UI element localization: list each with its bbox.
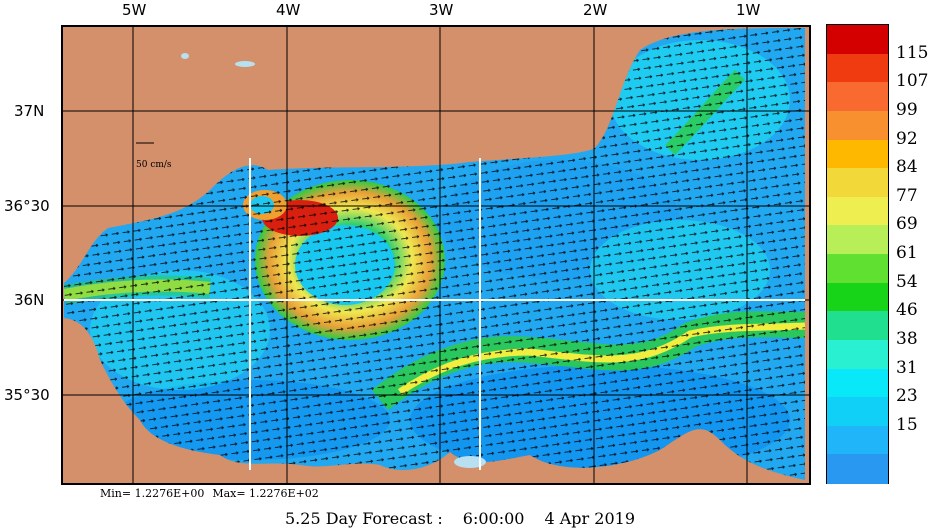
lon-label: 4W [276, 1, 301, 19]
legend-swatch [827, 196, 888, 226]
max-value: Max= 1.2276E+02 [212, 487, 319, 500]
lat-label: 35°30 [4, 386, 50, 404]
legend-swatch [827, 25, 888, 55]
legend-label: 92 [896, 128, 918, 149]
lon-label: 5W [122, 1, 147, 19]
legend-swatch [827, 168, 888, 198]
legend-label: 115 [896, 42, 929, 63]
legend-label: 61 [896, 243, 918, 263]
legend-swatch [827, 311, 888, 341]
legend-swatch [827, 339, 888, 369]
legend-label: 69 [896, 214, 918, 235]
legend-label: 31 [896, 357, 918, 378]
lat-label: 37N [14, 102, 45, 120]
min-value: Min= 1.2276E+00 [100, 487, 205, 500]
reference-vector-label: 50 cm/s [136, 160, 172, 170]
legend-label: 46 [896, 300, 918, 321]
legend-swatch [827, 425, 888, 455]
forecast-caption: 5.25 Day Forecast : 6:00:00 4 Apr 2019 [0, 509, 920, 528]
legend-swatch [827, 225, 888, 255]
legend-swatch [827, 397, 888, 427]
legend-swatch [827, 368, 888, 398]
lake [235, 61, 255, 67]
color-legend [826, 24, 889, 484]
legend-label: 54 [896, 271, 918, 292]
legend-label: 99 [896, 99, 918, 120]
legend-swatch [827, 82, 888, 112]
section-lines [64, 158, 805, 470]
lon-label: 2W [583, 1, 608, 19]
legend-swatch [827, 139, 888, 169]
forecast-time: 6:00:00 [462, 509, 525, 528]
legend-swatch [827, 110, 888, 140]
forecast-date: 4 Apr 2019 [544, 509, 635, 528]
legend-swatch [827, 254, 888, 284]
legend-label: 77 [896, 185, 918, 206]
stats-line: Min= 1.2276E+00 Max= 1.2276E+02 [100, 487, 327, 500]
legend-label: 84 [896, 157, 918, 178]
lat-label: 36°30 [4, 197, 50, 215]
legend-swatch [827, 282, 888, 312]
legend-label: 107 [896, 71, 929, 92]
lake [454, 456, 486, 468]
legend-label: 15 [896, 414, 918, 435]
forecast-label: 5.25 Day Forecast : [285, 509, 443, 528]
legend-label: 23 [896, 386, 918, 407]
lon-label: 1W [736, 1, 761, 19]
legend-label: 38 [896, 328, 918, 349]
legend-swatch [827, 454, 888, 484]
lat-label: 36N [14, 291, 45, 309]
lon-label: 3W [429, 1, 454, 19]
legend-swatch [827, 53, 888, 83]
lake [181, 53, 189, 59]
